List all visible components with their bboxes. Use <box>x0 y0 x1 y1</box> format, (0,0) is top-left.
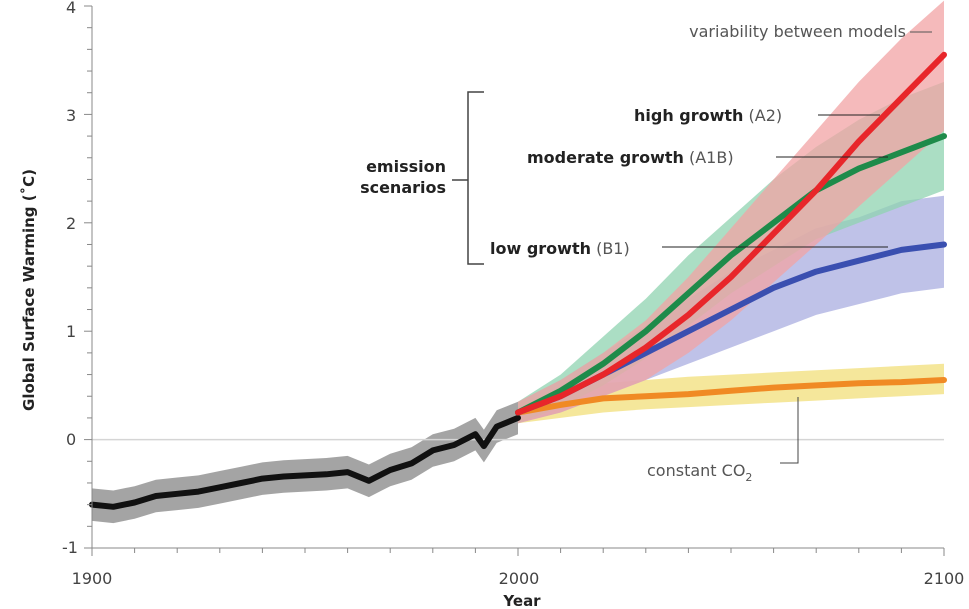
high-growth-code: (A2) <box>749 106 783 125</box>
constant-co2-line <box>515 377 947 416</box>
moderate-growth-label: moderate growth (A1B) <box>527 148 734 167</box>
a1b-line <box>515 133 947 416</box>
x-axis-title: Year <box>502 592 541 609</box>
y-tick-label-2: 2 <box>66 214 76 233</box>
moderate-growth-bold: moderate growth <box>527 148 684 167</box>
scenario-bracket <box>452 91 484 265</box>
historical-band <box>92 401 518 524</box>
a2-line <box>515 51 947 416</box>
y-tick-label-3: 3 <box>66 106 76 125</box>
high-growth-bold: high growth <box>634 106 743 125</box>
y-tick-label-0: 0 <box>66 430 76 449</box>
y-tick-label-1: 1 <box>66 322 76 341</box>
emission-scenarios-label-1: emission <box>366 157 446 176</box>
emission-word: emission <box>366 157 446 176</box>
low-growth-bold: low growth <box>490 239 591 258</box>
y-tick-label-neg1: -1 <box>62 538 78 557</box>
moderate-growth-code: (A1B) <box>689 148 734 167</box>
variability-label: variability between models <box>689 22 906 41</box>
emission-scenarios-label-2: scenarios <box>360 178 446 197</box>
constant-co2-leader <box>780 397 799 464</box>
y-tick-label-4: 4 <box>66 0 76 17</box>
y-axis-title: Global Surface Warming (˚C) <box>20 169 38 411</box>
uncertainty-bands <box>92 0 944 524</box>
constant-co2-text: constant CO <box>647 461 745 480</box>
x-tick-label-1900: 1900 <box>72 569 113 588</box>
a2-band <box>518 0 944 424</box>
constant-co2-label: constant CO2 <box>647 461 752 484</box>
low-growth-label: low growth (B1) <box>490 239 630 258</box>
scenarios-word: scenarios <box>360 178 446 197</box>
x-tick-label-2100: 2100 <box>924 569 965 588</box>
constant-co2-subscript: 2 <box>745 471 752 484</box>
series-lines <box>89 51 947 510</box>
x-tick-label-2000: 2000 <box>499 569 540 588</box>
low-growth-code: (B1) <box>596 239 630 258</box>
high-growth-label: high growth (A2) <box>634 106 782 125</box>
ticks <box>84 5 945 556</box>
historical-line <box>89 414 521 510</box>
